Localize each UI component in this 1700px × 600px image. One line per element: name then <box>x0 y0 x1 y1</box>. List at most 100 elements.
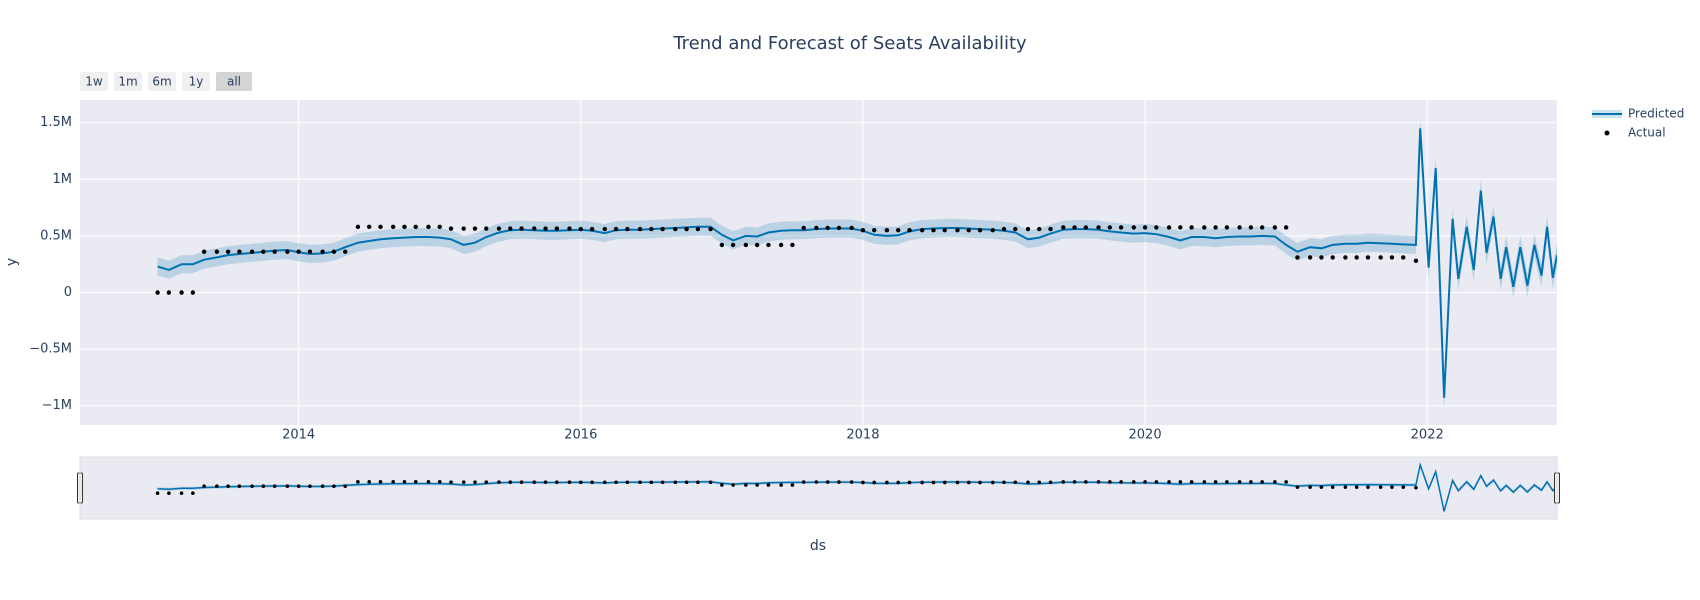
data-point <box>543 226 548 231</box>
data-point <box>1390 485 1394 489</box>
data-point <box>366 224 372 230</box>
data-point <box>695 226 701 232</box>
data-point <box>1273 480 1277 484</box>
data-point <box>744 483 748 487</box>
y-tick-label: 1M <box>53 172 73 187</box>
data-point <box>1189 225 1194 230</box>
data-point <box>554 226 560 231</box>
data-point <box>532 480 537 484</box>
data-point <box>496 226 502 231</box>
data-point <box>637 226 643 232</box>
data-point <box>884 228 890 233</box>
data-point <box>977 228 983 233</box>
range-button-label[interactable]: 1y <box>189 75 204 89</box>
plot-layer <box>155 117 1557 410</box>
data-point <box>437 224 442 230</box>
data-point <box>307 249 313 254</box>
range-button-label[interactable]: 1w <box>85 75 103 89</box>
data-point <box>731 483 735 487</box>
data-point <box>1131 225 1136 230</box>
data-point <box>484 480 489 484</box>
data-point <box>1213 480 1218 484</box>
range-button[interactable] <box>148 72 176 91</box>
data-point <box>1413 258 1419 264</box>
data-point <box>1108 480 1112 484</box>
data-point <box>589 226 595 232</box>
data-point <box>814 480 819 484</box>
data-point <box>920 480 924 485</box>
data-point <box>1354 485 1359 489</box>
data-point <box>801 225 806 231</box>
data-point <box>684 480 689 485</box>
data-point <box>1284 480 1288 484</box>
y-tick-label: 1.5M <box>40 115 72 130</box>
data-point <box>660 480 665 485</box>
data-point <box>508 226 513 231</box>
data-point <box>285 484 290 488</box>
data-point <box>367 480 371 484</box>
data-point <box>1001 226 1007 232</box>
data-point <box>1118 225 1124 230</box>
data-point <box>1167 480 1171 484</box>
data-point <box>673 226 678 232</box>
legend-marker[interactable] <box>1604 130 1610 136</box>
data-point <box>261 484 266 488</box>
data-point <box>730 242 736 248</box>
data-point <box>296 484 301 488</box>
data-point <box>907 228 912 233</box>
data-point <box>1048 226 1053 232</box>
data-point <box>625 480 630 485</box>
data-point <box>1272 225 1278 230</box>
data-point <box>472 226 478 231</box>
range-button-label[interactable]: all <box>227 75 241 89</box>
data-point <box>261 249 266 254</box>
data-point <box>696 480 700 485</box>
data-point <box>532 226 537 231</box>
range-button-label[interactable]: 1m <box>118 75 137 89</box>
data-point <box>508 480 513 484</box>
legend-label[interactable]: Predicted <box>1628 107 1684 121</box>
data-point <box>332 484 336 488</box>
data-point <box>1037 226 1042 232</box>
data-point <box>331 249 337 254</box>
chart-title: Trend and Forecast of Seats Availability <box>672 33 1027 54</box>
x-tick-label: 2018 <box>846 428 879 443</box>
range-button[interactable] <box>114 72 142 91</box>
data-point <box>790 242 795 248</box>
data-point <box>978 480 982 485</box>
data-point <box>578 226 583 232</box>
range-button-label[interactable]: 6m <box>152 75 171 89</box>
data-point <box>1260 480 1264 484</box>
data-point <box>461 226 466 231</box>
data-point <box>1143 480 1147 484</box>
plot-area <box>80 100 1557 425</box>
range-slider-area <box>80 457 1557 519</box>
data-point <box>638 480 642 485</box>
y-tick-label: 0 <box>64 285 72 300</box>
range-button[interactable] <box>80 72 108 91</box>
data-point <box>155 491 160 495</box>
data-point <box>1225 480 1229 484</box>
data-point <box>1154 225 1159 230</box>
data-point <box>237 249 242 254</box>
data-point <box>1319 485 1324 489</box>
data-point <box>602 480 607 485</box>
data-point <box>708 226 713 232</box>
range-button[interactable] <box>216 72 252 91</box>
legend-label[interactable]: Actual <box>1628 126 1666 140</box>
data-point <box>1166 225 1172 230</box>
data-point <box>966 480 971 485</box>
range-button[interactable] <box>182 72 210 91</box>
data-point <box>225 249 231 254</box>
data-point <box>555 480 559 484</box>
data-point <box>1213 225 1218 230</box>
data-point <box>567 480 572 484</box>
data-point <box>272 484 277 488</box>
data-point <box>1249 480 1253 484</box>
data-point <box>1378 255 1383 260</box>
x-tick-label: 2022 <box>1411 428 1444 443</box>
data-point <box>955 228 960 233</box>
data-point <box>215 484 219 488</box>
data-point <box>226 484 230 488</box>
